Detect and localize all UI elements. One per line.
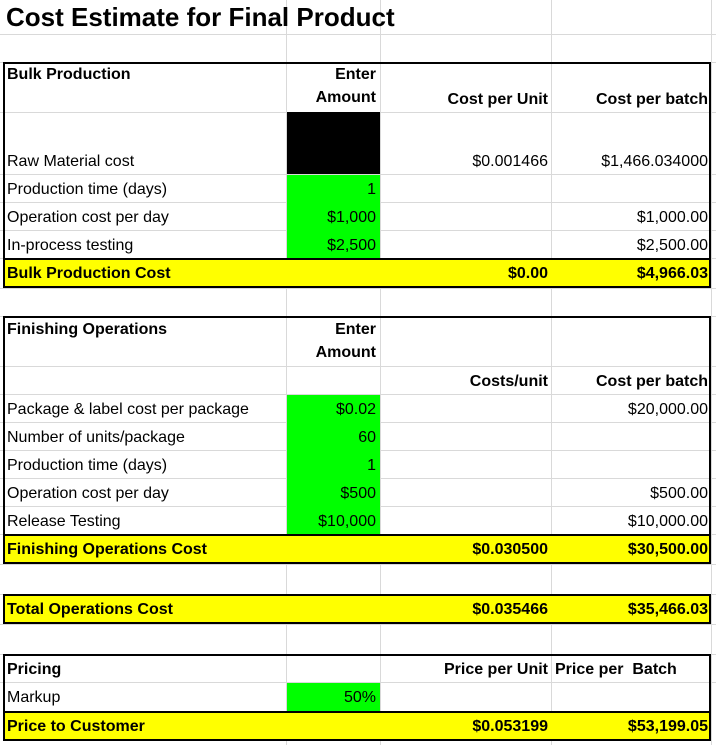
markup-input[interactable]: 50% — [343, 689, 376, 706]
bulk-total-label: Bulk Production Cost — [7, 265, 171, 282]
finishing-total-batch: $30,500.00 — [627, 541, 708, 558]
price-to-customer-batch: $53,199.05 — [627, 718, 708, 735]
finishing-header: Finishing Operations — [7, 321, 168, 338]
finishing-row-label: Release Testing — [7, 513, 121, 530]
grid-line — [0, 174, 716, 175]
bulk-row-amount-input[interactable]: $1,000 — [327, 209, 376, 226]
bulk-row-unit: $0.001466 — [472, 153, 548, 170]
bulk-enter-label-2: Amount — [315, 89, 376, 106]
bulk-cost-per-batch-header: Cost per batch — [595, 91, 708, 108]
finishing-enter-label-1: Enter — [335, 321, 376, 338]
finishing-enter-label-2: Amount — [315, 344, 376, 361]
total-operations-label: Total Operations Cost — [7, 601, 173, 618]
page-title: Cost Estimate for Final Product — [6, 2, 395, 32]
bulk-row-label: Production time (days) — [7, 181, 168, 198]
bulk-row-label: In-process testing — [7, 237, 134, 254]
total-operations-batch: $35,466.03 — [627, 601, 708, 618]
markup-label: Markup — [7, 689, 61, 706]
bulk-row-batch: $2,500.00 — [636, 237, 708, 254]
finishing-total-label: Finishing Operations Cost — [7, 541, 208, 558]
bulk-header: Bulk Production — [7, 66, 131, 83]
grid-line — [0, 366, 716, 367]
bulk-row-batch: $1,466.034000 — [601, 153, 708, 170]
finishing-row-batch: $500.00 — [650, 485, 708, 502]
input-fill — [287, 683, 380, 711]
bulk-production-section — [3, 62, 711, 288]
bulk-row-batch: $1,000.00 — [636, 209, 708, 226]
grid-line — [0, 624, 716, 625]
finishing-row-amount-input[interactable]: $10,000 — [318, 513, 376, 530]
finishing-row-amount-input[interactable]: $0.02 — [335, 401, 376, 418]
bulk-row-label: Operation cost per day — [7, 209, 169, 226]
finishing-costs-unit-header: Costs/unit — [469, 373, 548, 390]
bulk-row-amount-input[interactable]: 1 — [367, 181, 376, 198]
price-to-customer-unit: $0.053199 — [472, 718, 548, 735]
input-fill — [287, 175, 380, 258]
grid-line — [0, 394, 716, 395]
finishing-row-batch: $20,000.00 — [627, 401, 708, 418]
grid-line — [0, 34, 716, 35]
finishing-row-amount-input[interactable]: $500 — [340, 485, 376, 502]
grid-line — [551, 0, 552, 745]
pricing-header: Pricing — [7, 661, 62, 678]
finishing-cost-per-batch-header: Cost per batch — [595, 373, 708, 390]
raw-material-amount-cell[interactable] — [287, 112, 380, 174]
grid-line — [286, 0, 287, 745]
price-per-unit-header: Price per Unit — [443, 661, 548, 678]
input-fill — [287, 395, 380, 534]
grid-line — [0, 682, 716, 683]
total-operations-unit: $0.035466 — [472, 601, 548, 618]
finishing-total-unit: $0.030500 — [472, 541, 548, 558]
grid-line — [711, 0, 712, 745]
price-per-batch-header: Price per Batch — [555, 661, 677, 678]
bulk-enter-label-1: Enter — [335, 66, 376, 83]
bulk-total-row — [3, 258, 711, 288]
grid-line — [0, 288, 716, 289]
bulk-row-amount-input[interactable]: $2,500 — [327, 237, 376, 254]
finishing-row-label: Number of units/package — [7, 429, 185, 446]
pricing-section — [3, 654, 711, 741]
bulk-total-batch: $4,966.03 — [636, 265, 708, 282]
price-to-customer-label: Price to Customer — [7, 718, 145, 735]
finishing-operations-section — [3, 316, 711, 564]
finishing-row-label: Package & label cost per package — [7, 401, 249, 418]
finishing-row-batch: $10,000.00 — [627, 513, 708, 530]
finishing-row-amount-input[interactable]: 1 — [367, 457, 376, 474]
grid-line — [380, 0, 381, 745]
total-operations-row — [3, 594, 711, 624]
bulk-row-label: Raw Material cost — [7, 153, 135, 170]
bulk-cost-per-unit-header: Cost per Unit — [447, 91, 548, 108]
finishing-row-label: Operation cost per day — [7, 485, 169, 502]
bulk-total-unit: $0.00 — [507, 265, 548, 282]
grid-line — [0, 564, 716, 565]
finishing-row-amount-input[interactable]: 60 — [358, 429, 376, 446]
finishing-row-label: Production time (days) — [7, 457, 168, 474]
